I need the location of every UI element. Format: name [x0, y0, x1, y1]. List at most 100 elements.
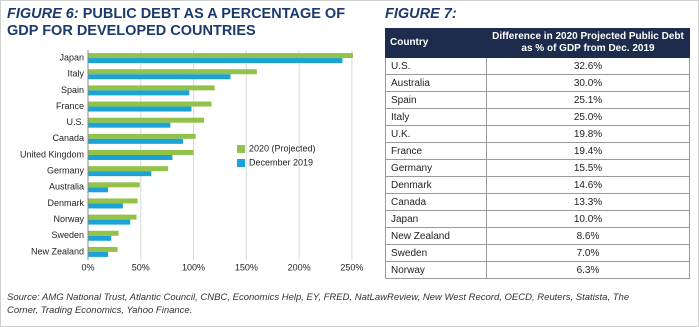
- bar: [88, 171, 152, 177]
- y-tick-label: Germany: [47, 166, 85, 176]
- y-tick-label: Norway: [53, 214, 84, 224]
- table-cell: Japan: [385, 210, 487, 228]
- bar: [88, 203, 123, 209]
- bar: [88, 187, 109, 193]
- table-row: France 19.4%: [385, 142, 690, 160]
- y-tick-label: France: [56, 101, 84, 111]
- source: Source: AMG National Trust, Atlantic Cou…: [7, 292, 630, 316]
- bar: [88, 155, 173, 160]
- bar: [88, 90, 190, 96]
- header-cell: Difference in 2020 Projected Public Debt…: [486, 28, 690, 58]
- table-row: Canada 13.3%: [385, 193, 690, 211]
- bar: [88, 133, 196, 139]
- table-cell: Italy: [385, 108, 487, 126]
- bar: [88, 150, 194, 155]
- table-cell: 10.0%: [486, 210, 690, 228]
- table-row: Sweden 7.0%: [385, 244, 690, 262]
- bar: [88, 251, 109, 257]
- y-tick-label: United Kingdom: [20, 149, 84, 159]
- table-cell: 6.3%: [486, 261, 690, 279]
- bar: [88, 182, 140, 188]
- table-cell: U.S.: [385, 57, 487, 75]
- y-tick-label: Denmark: [47, 198, 84, 208]
- bar: [88, 219, 131, 225]
- header-cell: Country: [385, 28, 487, 58]
- table-cell: Australia: [385, 74, 487, 92]
- bar: [88, 166, 169, 172]
- bar: [88, 74, 231, 80]
- legend-swatch: [237, 159, 245, 167]
- x-tick-label: 50%: [132, 262, 150, 272]
- table-cell: 7.0%: [486, 244, 690, 262]
- table-cell: Sweden: [385, 244, 487, 262]
- bar: [88, 101, 212, 107]
- figure-label: FIGURE 6:: [7, 6, 79, 22]
- table-cell: Denmark: [385, 176, 487, 194]
- x-tick-label: 100%: [182, 262, 205, 272]
- bar: [88, 58, 343, 64]
- table-row: Spain 25.1%: [385, 91, 690, 109]
- table-cell: France: [385, 142, 487, 160]
- bar: [88, 246, 118, 252]
- y-tick-label: New Zealand: [31, 246, 84, 256]
- table-row: Denmark 14.6%: [385, 176, 690, 194]
- bar: [88, 85, 215, 91]
- table-cell: Germany: [385, 159, 487, 177]
- y-tick-label: Canada: [52, 133, 84, 143]
- table-cell: New Zealand: [385, 227, 487, 245]
- table-row: U.K. 19.8%: [385, 125, 690, 143]
- table-cell: 19.8%: [486, 125, 690, 143]
- table-body: U.S. 32.6% Australia 30.0% Spain 25.1% Italy 25…: [385, 57, 690, 279]
- table-cell: Norway: [385, 261, 487, 279]
- x-tick-label: 150%: [235, 262, 258, 272]
- header-row: Country Difference in 2020 Projected Publ…: [385, 28, 690, 58]
- chart-title: FIGURE 6: PUBLIC DEBT AS A PERCENTAGE OF …: [7, 6, 352, 40]
- bar: [88, 69, 257, 75]
- table-cell: 15.5%: [486, 159, 690, 177]
- table-row: Norway 6.3%: [385, 261, 690, 279]
- x-tick-label: 250%: [340, 262, 363, 272]
- table-cell: 30.0%: [486, 74, 690, 92]
- bar: [88, 235, 112, 241]
- table-cell: 19.4%: [486, 142, 690, 160]
- table-cell: 32.6%: [486, 57, 690, 75]
- legend-label: December 2019: [249, 157, 313, 167]
- y-tick-label: Spain: [61, 85, 84, 95]
- table-row: Australia 30.0%: [385, 74, 690, 92]
- bar: [88, 106, 192, 112]
- y-tick-label: Sweden: [51, 230, 84, 240]
- table-cell: U.K.: [385, 125, 487, 143]
- table-row: U.S. 32.6%: [385, 57, 690, 75]
- bar: [88, 230, 119, 236]
- bar: [88, 214, 137, 220]
- chart: 0% 50% 100% 150% 200% 250% Japan Italy Spain Fran…: [20, 50, 363, 272]
- legend-swatch: [237, 145, 245, 153]
- bar: [88, 122, 171, 128]
- bar: [88, 138, 183, 144]
- table-cell: 8.6%: [486, 227, 690, 245]
- table-row: New Zealand 8.6%: [385, 227, 690, 245]
- title-text: PUBLIC DEBT AS A PERCENTAGE OF GDP FOR D…: [7, 6, 346, 39]
- bar: [88, 117, 205, 123]
- table-row: Japan 10.0%: [385, 210, 690, 228]
- table-cell: Canada: [385, 193, 487, 211]
- table-cell: 14.6%: [486, 176, 690, 194]
- bar: [88, 198, 138, 204]
- table-row: Italy 25.0%: [385, 108, 690, 126]
- bar: [88, 53, 353, 59]
- table-cell: Spain: [385, 91, 487, 109]
- y-tick-label: Japan: [59, 52, 84, 62]
- legend-label: 2020 (Projected): [249, 143, 316, 153]
- table: Country Difference in 2020 Projected Publ…: [385, 28, 690, 279]
- y-tick-label: Italy: [67, 69, 84, 79]
- y-tick-label: U.S.: [66, 117, 84, 127]
- table-cell: 25.1%: [486, 91, 690, 109]
- table-cell: 13.3%: [486, 193, 690, 211]
- x-tick-label: 0%: [81, 262, 94, 272]
- table-row: Germany 15.5%: [385, 159, 690, 177]
- y-tick-label: Australia: [49, 182, 84, 192]
- table-title: FIGURE 7:: [385, 6, 457, 22]
- x-tick-label: 200%: [288, 262, 311, 272]
- table-cell: 25.0%: [486, 108, 690, 126]
